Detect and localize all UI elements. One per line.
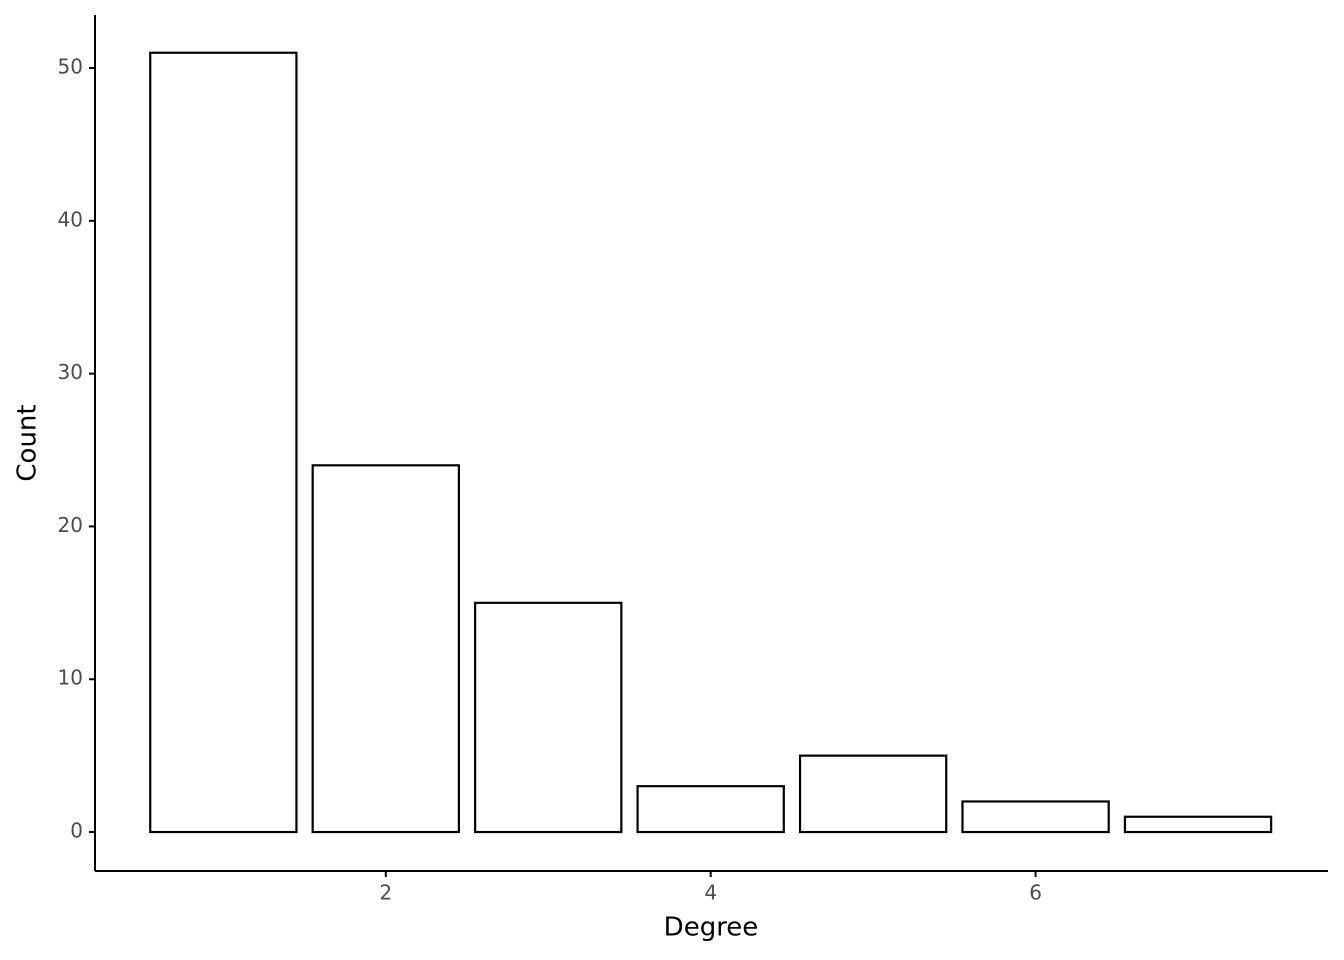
bar	[311, 464, 460, 834]
y-tick-label: 0	[70, 819, 83, 843]
y-tick-label: 50	[58, 55, 83, 79]
y-tick-label: 10	[58, 666, 83, 690]
y-tick-label: 40	[58, 207, 83, 231]
bar	[636, 785, 785, 834]
y-tick-label: 20	[58, 513, 83, 537]
bar	[149, 51, 298, 834]
x-tick-label: 2	[379, 881, 392, 905]
bar	[798, 754, 948, 834]
x-axis-title: Degree	[664, 913, 759, 943]
bar	[961, 800, 1110, 834]
x-tick-label: 6	[1029, 881, 1042, 905]
x-tick-label: 4	[704, 881, 717, 905]
y-axis-title: Count	[13, 404, 43, 481]
y-tick-label: 30	[58, 360, 83, 384]
bar	[1123, 815, 1273, 834]
bar	[474, 601, 623, 834]
